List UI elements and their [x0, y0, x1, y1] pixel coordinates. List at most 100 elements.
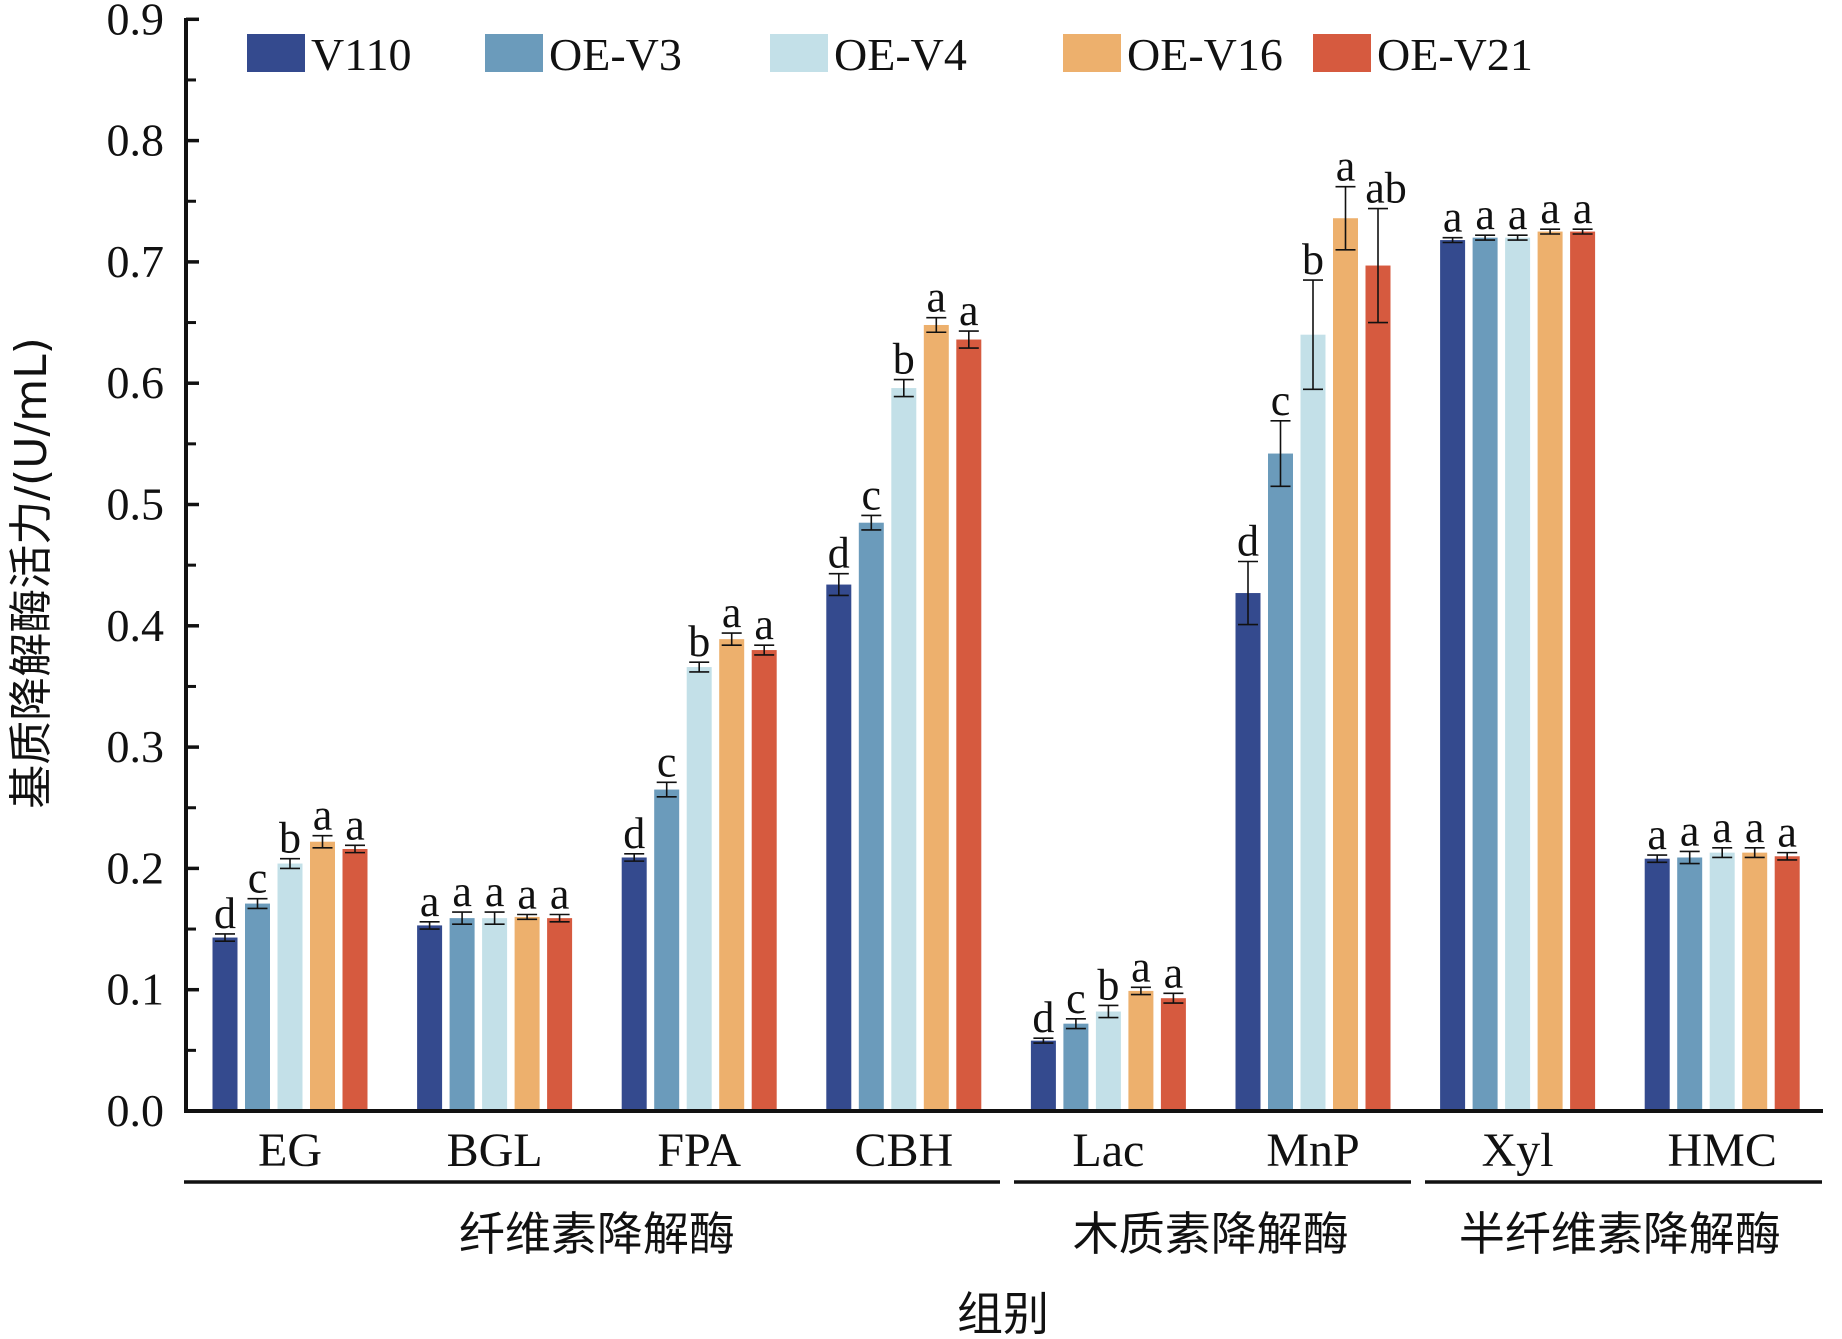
bar-cbh-oe-v16 [923, 324, 949, 1111]
y-tick-label: 0.7 [107, 236, 165, 287]
error-bar [1744, 846, 1765, 859]
error-bar [893, 378, 914, 398]
y-tick-label: 0.6 [107, 357, 165, 408]
error-bar [656, 781, 677, 798]
error-bar [1065, 1018, 1086, 1030]
error-bar [517, 913, 538, 921]
error-bar [1335, 185, 1356, 251]
bar-fpa-v110 [621, 857, 647, 1111]
error-bar [1712, 846, 1733, 859]
bar-hmc-oe-v21 [1774, 856, 1800, 1111]
significance-letter: a [1508, 190, 1528, 239]
x-tick-label-bgl: BGL [447, 1124, 543, 1177]
y-tick-label: 0.1 [107, 964, 165, 1015]
significance-letter: a [1712, 803, 1732, 852]
significance-letter: d [1237, 517, 1259, 566]
error-bar [1033, 1037, 1054, 1044]
significance-letter: c [862, 470, 882, 519]
legend-item-oe-v21: OE-V21 [1313, 29, 1533, 80]
significance-letter: b [279, 814, 301, 863]
error-bar [624, 853, 645, 862]
bar-hmc-v110 [1644, 858, 1670, 1111]
bar-lac-oe-v16 [1128, 990, 1154, 1111]
significance-letter: a [1336, 142, 1356, 191]
bar-hmc-oe-v16 [1742, 852, 1768, 1111]
x-tick-label-fpa: FPA [657, 1124, 741, 1177]
error-bar [452, 911, 473, 925]
significance-letter: a [485, 867, 505, 916]
error-bar [215, 933, 235, 942]
bar-cbh-oe-v21 [956, 339, 982, 1112]
significance-letter: a [1164, 948, 1184, 997]
error-bar [861, 514, 882, 531]
bar-hmc-oe-v4 [1709, 852, 1735, 1111]
y-tick-label: 0.3 [107, 721, 165, 772]
y-axis-label: 基质降解酶活力/(U/mL) [6, 337, 57, 809]
bar-mnp-oe-v3 [1268, 453, 1293, 1112]
x-tick-label-cbh: CBH [854, 1124, 953, 1177]
legend-swatch [1313, 34, 1371, 72]
significance-letter: d [1032, 993, 1054, 1042]
bar-mnp-oe-v4 [1300, 334, 1326, 1111]
significance-letter: a [1131, 942, 1151, 991]
bar-eg-oe-v16 [310, 841, 335, 1111]
y-tick-label: 0.5 [107, 479, 165, 530]
bar-fpa-oe-v3 [654, 789, 680, 1111]
error-bar [247, 897, 268, 910]
bar-bgl-oe-v21 [547, 918, 573, 1111]
error-bar [312, 834, 333, 849]
legend-swatch [770, 34, 828, 72]
significance-letter: a [420, 877, 440, 926]
bar-hmc-oe-v3 [1677, 857, 1703, 1111]
x-tick-label-xyl: Xyl [1482, 1124, 1554, 1177]
bar-eg-oe-v4 [277, 863, 303, 1111]
significance-letter: a [1745, 803, 1765, 852]
bar-lac-v110 [1030, 1040, 1056, 1111]
x-tick-label-lac: Lac [1072, 1124, 1144, 1177]
error-bar [1442, 236, 1463, 244]
error-bar [689, 661, 710, 673]
y-tick-label: 0.4 [107, 600, 165, 651]
significance-letter: a [1573, 184, 1593, 233]
bar-mnp-oe-v21 [1365, 265, 1391, 1111]
legend-label: OE-V21 [1377, 29, 1533, 80]
legend-item-oe-v4: OE-V4 [770, 29, 967, 80]
y-tick-label: 0.8 [107, 115, 165, 166]
bar-fpa-oe-v21 [751, 650, 777, 1111]
bar-xyl-oe-v3 [1472, 237, 1498, 1111]
significance-letter: a [550, 869, 570, 918]
error-bar [1270, 420, 1291, 488]
significance-letter: a [722, 588, 742, 637]
significance-letter: b [1097, 960, 1119, 1009]
significance-letter: b [893, 335, 915, 384]
bar-bgl-v110 [417, 925, 443, 1111]
error-bar [280, 857, 300, 870]
error-bar [1572, 228, 1593, 235]
bar-bgl-oe-v3 [449, 918, 475, 1111]
error-bar [484, 911, 505, 925]
significance-letter: a [1777, 808, 1797, 857]
significance-letter: a [1540, 184, 1560, 233]
error-bar [1163, 992, 1184, 1004]
significance-letter: a [1647, 810, 1667, 859]
legend-label: V110 [311, 29, 412, 80]
bar-cbh-oe-v4 [891, 388, 917, 1111]
error-bar [754, 644, 775, 656]
bar-xyl-oe-v4 [1505, 237, 1531, 1111]
legend-swatch [485, 34, 543, 72]
bar-mnp-v110 [1235, 593, 1261, 1111]
significance-letter: a [959, 286, 979, 335]
legend: V110 OE-V3 OE-V4 OE-V16 OE-V21 [247, 29, 1533, 80]
legend-item-oe-v16: OE-V16 [1063, 29, 1283, 80]
bar-mnp-oe-v16 [1333, 218, 1358, 1111]
axes-layer: EG BGL FPA CBH Lac MnP Xyl HMC 0.0 0.1 0.2 0.3 0.4 0.… [107, 0, 1823, 1261]
bar-xyl-v110 [1440, 240, 1466, 1112]
group-label: 木质素降解酶 [1073, 1207, 1349, 1261]
bar-eg-v110 [212, 937, 238, 1111]
significance-letter: b [688, 617, 710, 666]
bar-fpa-oe-v16 [719, 639, 745, 1111]
bar-eg-oe-v3 [245, 903, 270, 1111]
significance-letter: a [754, 600, 774, 649]
error-bar [828, 572, 849, 597]
